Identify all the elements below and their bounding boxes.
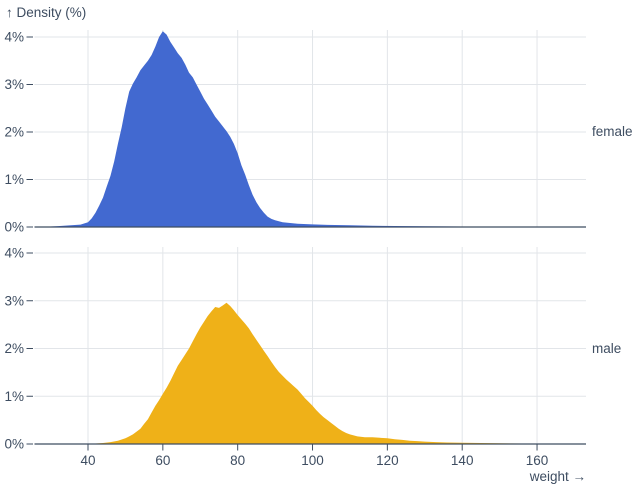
y-tick-label: 2% [4, 341, 24, 356]
x-tick-label: 160 [526, 453, 549, 468]
facet-label-female: female [592, 124, 633, 139]
y-tick-label: 0% [4, 220, 24, 235]
y-tick-label: 2% [4, 125, 24, 140]
density-area-male [35, 302, 586, 444]
x-tick-label: 140 [451, 453, 474, 468]
y-tick-label: 3% [4, 293, 24, 308]
x-tick-label: 80 [230, 453, 245, 468]
y-tick-label: 4% [4, 246, 24, 261]
chart-generated-layer: 0% 1% 2% 3% 4% 0% 1% 2% 3% 4% 40 60 80 100 120 140 160 [4, 30, 586, 468]
density-area-female [35, 31, 586, 227]
x-tick-label: 60 [155, 453, 170, 468]
facet-label-male: male [592, 341, 621, 356]
x-tick-label: 40 [80, 453, 95, 468]
y-tick-label: 3% [4, 77, 24, 92]
y-tick-label: 1% [4, 172, 24, 187]
y-tick-label: 0% [4, 437, 24, 452]
x-axis-title: weight → [529, 469, 586, 484]
y-tick-label: 1% [4, 389, 24, 404]
x-tick-label: 120 [376, 453, 399, 468]
y-axis-title: ↑ Density (%) [6, 5, 86, 20]
x-tick-label: 100 [301, 453, 324, 468]
y-tick-label: 4% [4, 30, 24, 45]
